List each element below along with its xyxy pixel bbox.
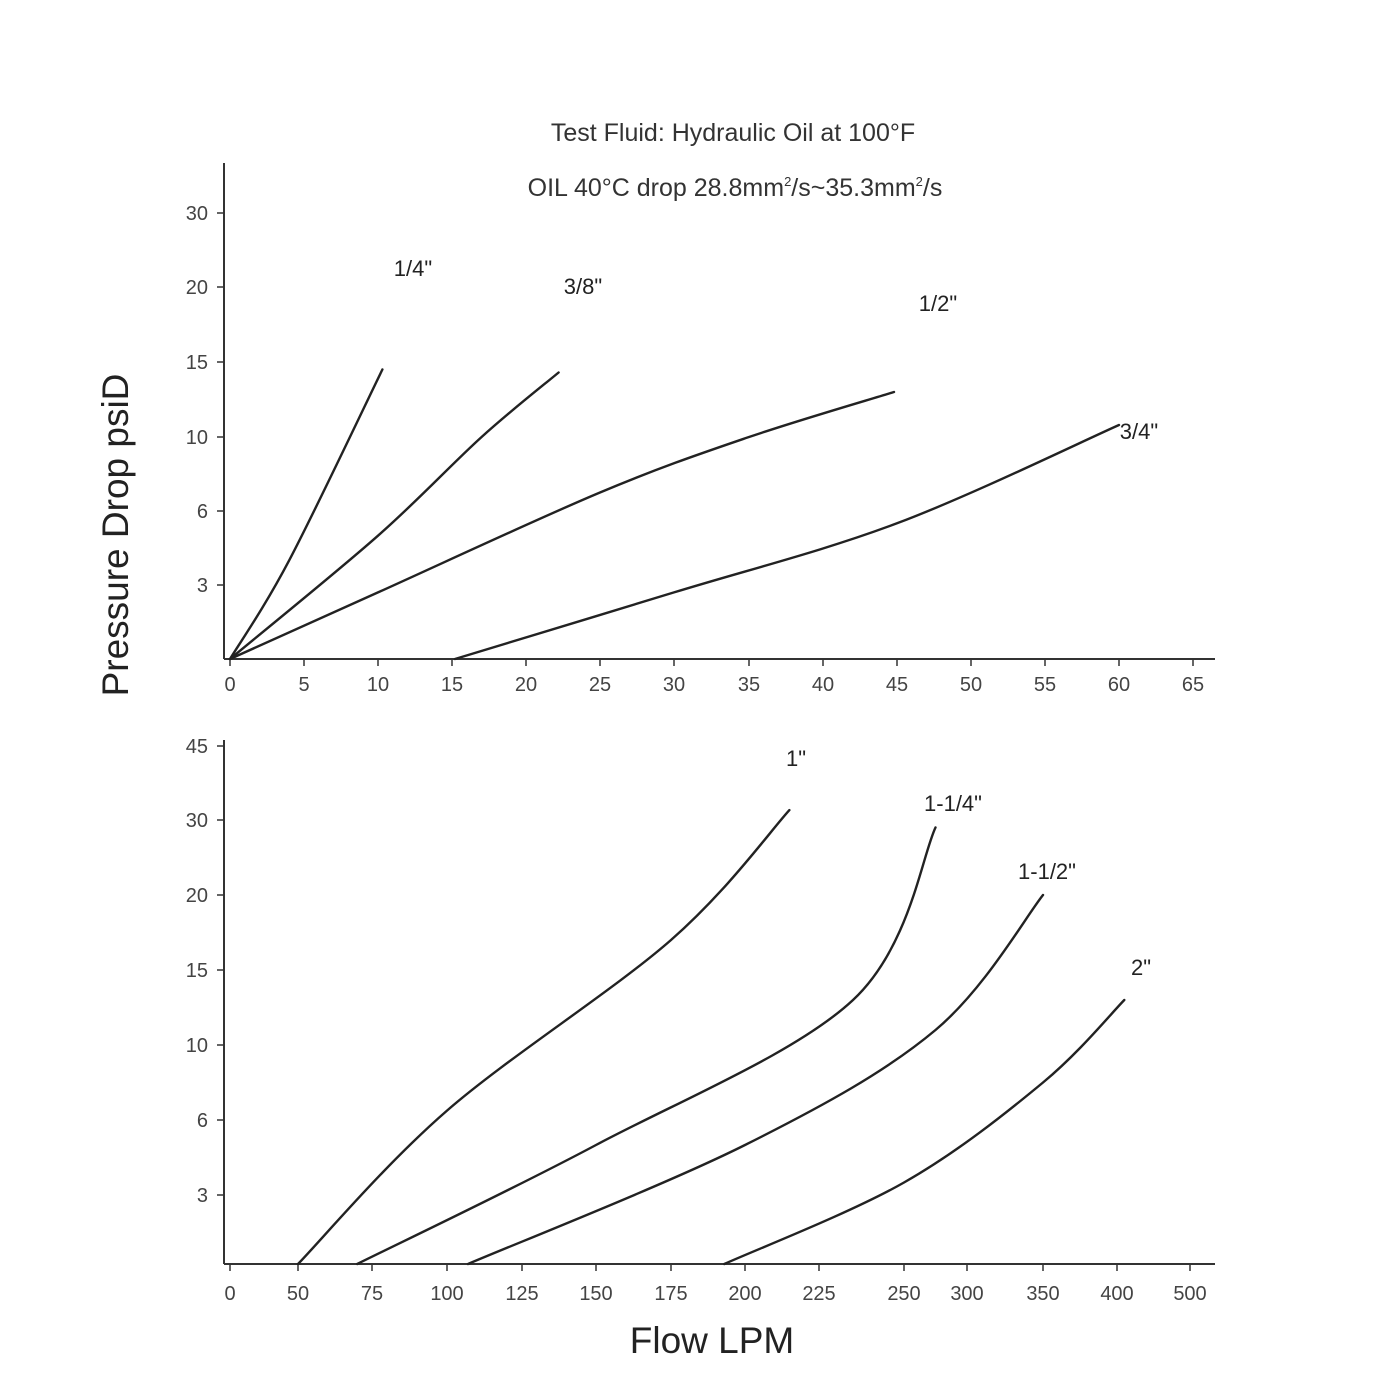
bottom-x-tick-label: 175 (654, 1283, 687, 1305)
top-series-label: 1/2" (919, 291, 957, 316)
top-x-tick-label: 40 (812, 674, 834, 696)
bottom-y-tick-label: 15 (186, 960, 208, 982)
bottom-x-tick-label: 50 (287, 1283, 309, 1305)
top-series-label: 3/4" (1120, 419, 1158, 444)
bottom-x-tick-label: 75 (361, 1283, 383, 1305)
top-y-tick-label: 30 (186, 203, 208, 225)
bottom-y-tick-label: 20 (186, 885, 208, 907)
bottom-series-line (356, 826, 937, 1266)
bottom-series-label: 2" (1131, 955, 1151, 980)
x-axis-title: Flow LPM (630, 1320, 794, 1361)
top-series-label: 1/4" (394, 256, 432, 281)
top-y-tick-label: 6 (197, 501, 208, 523)
top-x-tick-label: 35 (738, 674, 760, 696)
top-x-tick-label: 65 (1182, 674, 1204, 696)
bottom-y-tick-label: 30 (186, 810, 208, 832)
top-y-tick-label: 20 (186, 277, 208, 299)
top-x-tick-label: 10 (367, 674, 389, 696)
chart-title-line2: OIL 40°C drop 28.8mm2/s~35.3mm2/s (528, 174, 943, 202)
top-x-tick-label: 55 (1034, 674, 1056, 696)
bottom-y-tick-label: 10 (186, 1035, 208, 1057)
top-x-tick-label: 50 (960, 674, 982, 696)
title-superscript-1: 2 (784, 174, 791, 189)
top-x-tick-label: 5 (298, 674, 309, 696)
bottom-series-label: 1" (786, 746, 806, 771)
top-x-tick-label: 20 (515, 674, 537, 696)
top-series-line (228, 390, 896, 661)
top-series-line (453, 423, 1121, 661)
bottom-series-label: 1-1/4" (924, 791, 982, 816)
bottom-x-tick-label: 400 (1100, 1283, 1133, 1305)
top-series-line (228, 371, 560, 661)
top-series-label: 3/8" (564, 274, 602, 299)
bottom-series-label: 1-1/2" (1018, 859, 1076, 884)
top-series-line (228, 368, 384, 661)
top-x-tick-label: 25 (589, 674, 611, 696)
top-x-tick-label: 0 (224, 674, 235, 696)
bottom-x-tick-label: 125 (505, 1283, 538, 1305)
bottom-x-tick-label: 150 (579, 1283, 612, 1305)
title-superscript-2: 2 (916, 174, 923, 189)
bottom-y-tick-label: 45 (186, 736, 208, 758)
bottom-x-tick-label: 350 (1026, 1283, 1059, 1305)
bottom-x-tick-label: 300 (950, 1283, 983, 1305)
bottom-x-tick-label: 225 (802, 1283, 835, 1305)
top-y-tick-label: 3 (197, 575, 208, 597)
bottom-x-tick-label: 200 (728, 1283, 761, 1305)
bottom-series-line (723, 998, 1126, 1266)
top-plot: 0 5 10 15 20 25 30 35 40 45 50 55 60 65 3 6 10 15 20 30 1/4"… (186, 163, 1215, 696)
bottom-x-tick-label: 100 (430, 1283, 463, 1305)
bottom-y-tick-label: 3 (197, 1185, 208, 1207)
bottom-plot: 0 50 75 100 125 150 175 200 225 250 300 350 400 500 3 6… (186, 736, 1215, 1305)
top-y-tick-label: 10 (186, 427, 208, 449)
bottom-series-line (466, 893, 1045, 1266)
chart-title-line1: Test Fluid: Hydraulic Oil at 100°F (551, 119, 915, 147)
title-line2-suffix: /s (923, 174, 942, 202)
top-x-tick-label: 60 (1108, 674, 1130, 696)
title-line2-prefix: OIL 40°C drop 28.8mm (528, 174, 784, 202)
bottom-x-tick-label: 250 (887, 1283, 920, 1305)
top-y-tick-label: 15 (186, 352, 208, 374)
y-axis-title: Pressure Drop psiD (95, 374, 136, 697)
bottom-x-tick-label: 500 (1173, 1283, 1206, 1305)
top-x-tick-label: 45 (886, 674, 908, 696)
bottom-series-line (296, 808, 791, 1266)
top-x-tick-label: 15 (441, 674, 463, 696)
bottom-x-tick-label: 0 (224, 1283, 235, 1305)
bottom-y-tick-label: 6 (197, 1110, 208, 1132)
title-line2-mid: /s~35.3mm (791, 174, 915, 202)
top-x-tick-label: 30 (663, 674, 685, 696)
